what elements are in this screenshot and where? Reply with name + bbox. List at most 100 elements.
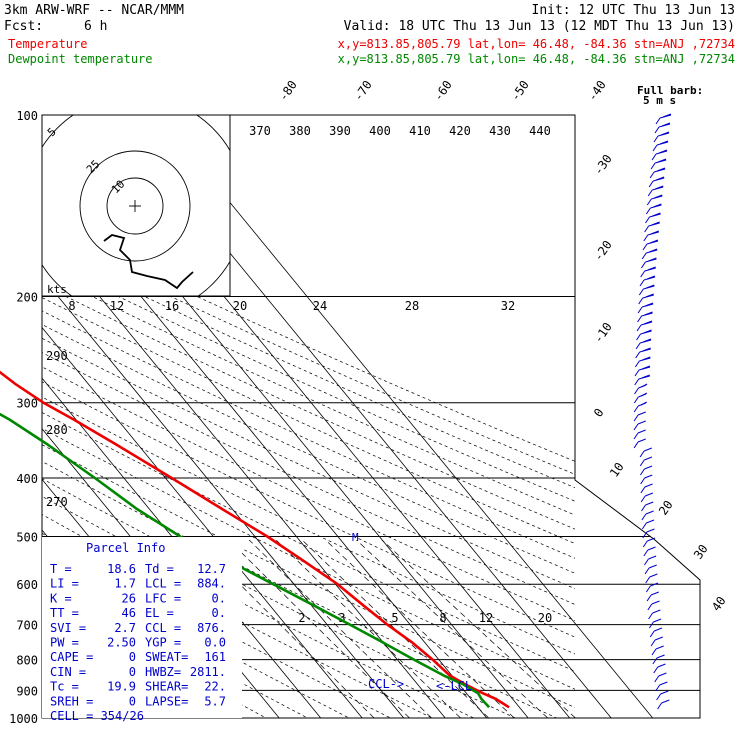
parcel-value-right: 884. <box>197 577 226 591</box>
wind-barb <box>645 212 661 224</box>
parcel-value-left: 46 <box>122 606 136 620</box>
mixing-ratio-label-20: 20 <box>538 611 552 625</box>
parcel-label-left: TT = <box>50 606 79 620</box>
parcel-label-right: SHEAR= <box>145 680 188 694</box>
wind-barb <box>638 284 655 296</box>
isotherm-label--80: -80 <box>276 78 300 104</box>
wind-barb <box>640 474 653 485</box>
pressure-label-600: 600 <box>16 578 38 592</box>
isotherm--20 <box>42 115 363 718</box>
wind-barb <box>641 257 657 269</box>
isotherm-label-20: 20 <box>656 498 676 518</box>
wind-barb <box>641 519 655 530</box>
dry-adiabat-300 <box>42 460 558 718</box>
dry-adiabat-label-290: 290 <box>46 349 68 363</box>
wind-barb <box>639 275 656 287</box>
parcel-value-left: 1.7 <box>114 577 136 591</box>
wind-barb <box>641 501 654 512</box>
parcel-label-left: K = <box>50 591 72 605</box>
mixing-ratio-label-2: 2 <box>298 611 305 625</box>
ccl-marker: CCL-> <box>368 677 404 691</box>
wind-barb <box>646 194 663 206</box>
parcel-label-left: CELL = 354/26 <box>50 709 144 723</box>
wind-barb <box>640 492 654 503</box>
parcel-row: CIN = 0 HWBZ= 2811. <box>50 665 226 679</box>
m-marker: M <box>352 531 359 544</box>
isotherm-label--20: -20 <box>591 238 615 264</box>
pressure-label-500: 500 <box>16 530 38 544</box>
parcel-label-left: CAPE = <box>50 650 93 664</box>
wind-barb <box>633 411 646 422</box>
mixing-ratio-30 <box>378 536 576 718</box>
upper-mixing-ratio-label-12: 12 <box>110 299 124 313</box>
isotherm-label-10: 10 <box>607 460 627 480</box>
wind-barb <box>654 672 667 683</box>
wind-barb <box>655 113 672 125</box>
valid-time: Valid: 18 UTC Thu 13 Jun 13 (12 MDT Thu … <box>344 19 735 34</box>
parcel-label-right: HWBZ= <box>145 665 181 679</box>
parcel-row: SVI = 2.7 CCL = 876. <box>50 621 226 635</box>
parcel-info-title: Parcel Info <box>86 541 165 555</box>
dry-adiabat-380 <box>42 337 575 590</box>
parcel-value-right: 0. <box>212 591 226 605</box>
wind-barb <box>641 510 654 521</box>
isotherm-label--50: -50 <box>508 78 532 104</box>
dry-adiabat-310 <box>42 444 575 708</box>
mixing-ratio-label-12: 12 <box>479 611 493 625</box>
parcel-value-left: 19.9 <box>107 680 136 694</box>
parcel-label-right: LCL = <box>145 577 181 591</box>
wind-barb <box>649 627 663 638</box>
lcl-marker: <-LCL <box>436 679 472 693</box>
wind-barb <box>639 465 653 476</box>
parcel-row: CAPE = 0 SWEAT= 161 <box>50 650 226 664</box>
parcel-label-right: EL = <box>145 606 174 620</box>
dry-adiabat-440 <box>42 258 575 502</box>
parcel-label-left: SVI = <box>50 621 86 635</box>
parcel-value-right: 12.7 <box>197 562 226 576</box>
isotherm--10 <box>42 115 405 718</box>
parcel-label-right: LFC = <box>145 591 181 605</box>
dry-adiabat-270 <box>42 514 433 718</box>
mixing-ratio-3 <box>245 536 432 718</box>
isotherm-label-30: 30 <box>691 542 711 562</box>
forecast-label: Fcst: <box>4 19 43 34</box>
wind-barb <box>633 429 646 440</box>
hodograph-units: kts <box>47 283 67 296</box>
upper-mixing-ratio-label-20: 20 <box>233 299 247 313</box>
isotherm-label-0: 0 <box>591 406 607 420</box>
pressure-label-800: 800 <box>16 654 38 668</box>
wind-barb <box>636 320 653 332</box>
dry-adiabat-450 <box>42 246 575 489</box>
parcel-value-right: 2811. <box>190 665 226 679</box>
isotherm-label--40: -40 <box>585 78 609 104</box>
theta-e-label-370: 370 <box>249 124 271 138</box>
dry-adiabat-390 <box>42 324 575 574</box>
parcel-value-right: 22. <box>204 680 226 694</box>
parcel-value-right: 5.7 <box>204 694 226 708</box>
pressure-label-700: 700 <box>16 619 38 633</box>
theta-e-label-410: 410 <box>409 124 431 138</box>
hodograph-ring-10 <box>106 177 164 235</box>
isotherm-label--70: -70 <box>351 78 375 104</box>
pressure-label-200: 200 <box>16 291 38 305</box>
dry-adiabat-370 <box>42 352 575 605</box>
wind-barb <box>642 528 655 539</box>
parcel-value-left: 0 <box>129 650 136 664</box>
mixing-ratio-5 <box>272 536 461 718</box>
parcel-value-left: 26 <box>122 591 136 605</box>
barb-legend-unit: 5 m s <box>643 94 676 107</box>
dry-adiabat-label-280: 280 <box>46 423 68 437</box>
hodograph-ring-25 <box>79 150 191 262</box>
wind-barb <box>637 302 654 314</box>
parcel-row: K = 26 LFC = 0. <box>50 591 226 605</box>
theta-e-label-430: 430 <box>489 124 511 138</box>
wind-barb <box>641 248 658 260</box>
wind-barb <box>635 338 652 350</box>
mixing-ratio-label-5: 5 <box>391 611 398 625</box>
hodograph: 5 25 10 <box>41 114 231 297</box>
parcel-label-left: SREH = <box>50 694 93 708</box>
pressure-label-400: 400 <box>16 472 38 486</box>
temperature-trace <box>0 370 510 709</box>
parcel-value-right: 161 <box>204 650 226 664</box>
